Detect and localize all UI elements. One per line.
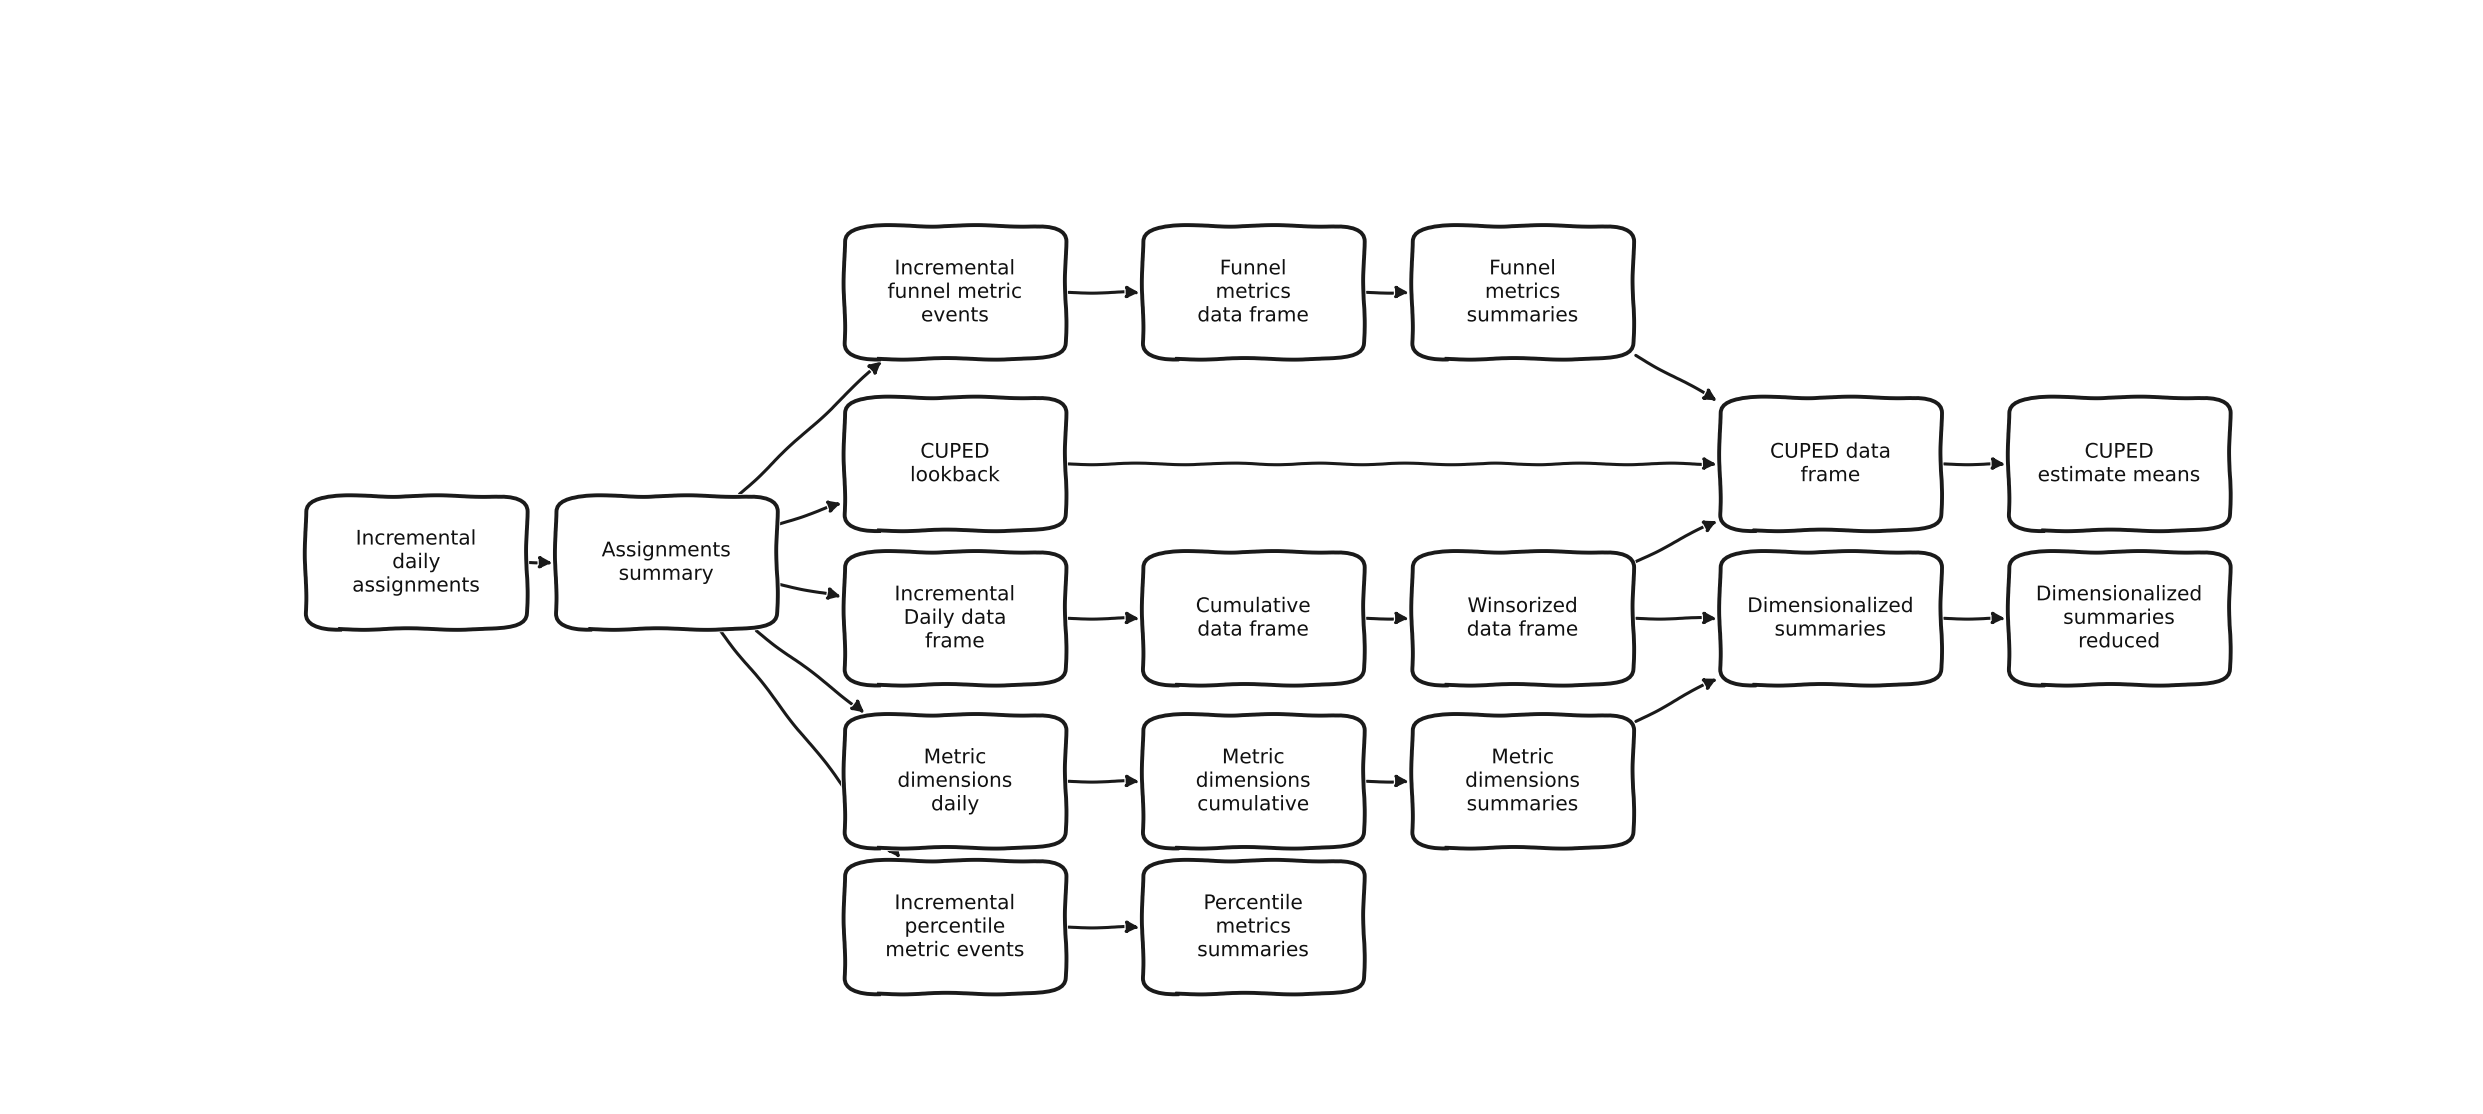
Text: Incremental
Daily data
frame: Incremental Daily data frame [894, 585, 1016, 652]
Text: CUPED
lookback: CUPED lookback [911, 442, 1001, 486]
Text: Winsorized
data frame: Winsorized data frame [1467, 597, 1579, 639]
FancyBboxPatch shape [844, 551, 1065, 685]
FancyBboxPatch shape [1413, 226, 1634, 359]
Text: Incremental
funnel metric
events: Incremental funnel metric events [886, 260, 1023, 325]
Text: Dimensionalized
summaries
reduced: Dimensionalized summaries reduced [2036, 585, 2202, 652]
FancyBboxPatch shape [1142, 715, 1363, 848]
FancyBboxPatch shape [2009, 398, 2230, 530]
FancyBboxPatch shape [844, 861, 1065, 994]
Text: Metric
dimensions
daily: Metric dimensions daily [896, 749, 1013, 814]
Text: Cumulative
data frame: Cumulative data frame [1197, 597, 1311, 639]
Text: Incremental
percentile
metric events: Incremental percentile metric events [886, 895, 1025, 960]
FancyBboxPatch shape [1413, 715, 1634, 848]
Text: Percentile
metrics
summaries: Percentile metrics summaries [1197, 895, 1309, 960]
FancyBboxPatch shape [1413, 551, 1634, 685]
Text: CUPED
estimate means: CUPED estimate means [2039, 442, 2200, 486]
Text: Metric
dimensions
cumulative: Metric dimensions cumulative [1197, 749, 1311, 814]
FancyBboxPatch shape [2009, 551, 2230, 685]
FancyBboxPatch shape [1142, 861, 1363, 994]
FancyBboxPatch shape [844, 398, 1065, 530]
FancyBboxPatch shape [1721, 398, 1942, 530]
Text: Dimensionalized
summaries: Dimensionalized summaries [1748, 597, 1914, 639]
FancyBboxPatch shape [844, 715, 1065, 848]
Text: Incremental
daily
assignments: Incremental daily assignments [353, 529, 479, 596]
Text: Assignments
summary: Assignments summary [601, 541, 730, 584]
Text: Funnel
metrics
data frame: Funnel metrics data frame [1197, 260, 1309, 325]
Text: Funnel
metrics
summaries: Funnel metrics summaries [1467, 260, 1579, 325]
FancyBboxPatch shape [1721, 551, 1942, 685]
FancyBboxPatch shape [556, 496, 777, 629]
Text: CUPED data
frame: CUPED data frame [1770, 442, 1892, 486]
Text: Metric
dimensions
summaries: Metric dimensions summaries [1465, 749, 1579, 814]
FancyBboxPatch shape [844, 226, 1065, 359]
FancyBboxPatch shape [305, 496, 526, 629]
FancyBboxPatch shape [1142, 551, 1363, 685]
FancyBboxPatch shape [1142, 226, 1363, 359]
